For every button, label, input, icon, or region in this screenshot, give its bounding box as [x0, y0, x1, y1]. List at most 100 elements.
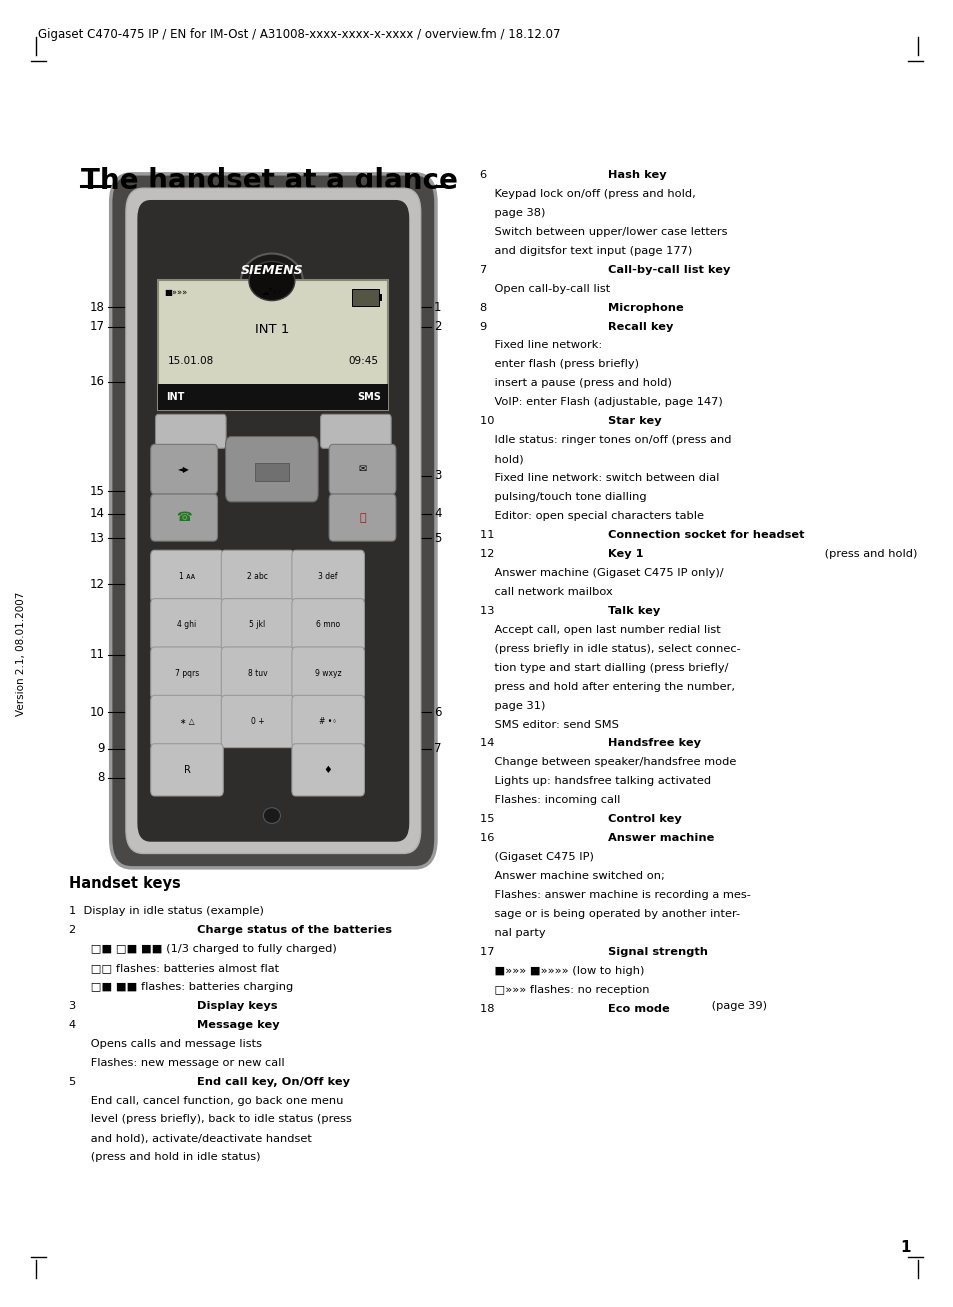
Text: 14: 14 — [479, 738, 497, 749]
Text: 17: 17 — [90, 320, 105, 333]
Text: Keypad lock on/off (press and hold,: Keypad lock on/off (press and hold, — [479, 188, 695, 199]
Text: 8 tuv: 8 tuv — [248, 669, 267, 677]
Text: 4: 4 — [434, 507, 441, 520]
Text: SIEMENS: SIEMENS — [240, 264, 303, 277]
Text: 2: 2 — [69, 925, 83, 935]
FancyBboxPatch shape — [151, 550, 223, 603]
FancyBboxPatch shape — [225, 437, 317, 502]
Text: 15.01.08: 15.01.08 — [168, 356, 213, 366]
FancyBboxPatch shape — [329, 444, 395, 494]
Text: Switch between upper/lower case letters: Switch between upper/lower case letters — [479, 226, 726, 237]
Text: End call key, On/Off key: End call key, On/Off key — [196, 1077, 349, 1086]
Text: Flashes: new message or new call: Flashes: new message or new call — [69, 1057, 284, 1068]
Text: □■ ■■ flashes: batteries charging: □■ ■■ flashes: batteries charging — [69, 982, 293, 992]
FancyBboxPatch shape — [292, 599, 364, 651]
Text: nal party: nal party — [479, 928, 545, 938]
FancyBboxPatch shape — [155, 414, 226, 448]
FancyBboxPatch shape — [292, 550, 364, 603]
Text: ✉: ✉ — [358, 464, 366, 474]
Text: Talk key: Talk key — [607, 605, 659, 616]
FancyBboxPatch shape — [320, 414, 391, 448]
Text: Hash key: Hash key — [607, 170, 666, 180]
Text: Answer machine switched on;: Answer machine switched on; — [479, 870, 664, 881]
Text: 5 jkl: 5 jkl — [249, 621, 266, 629]
FancyBboxPatch shape — [151, 444, 217, 494]
Text: 7 pqrs: 7 pqrs — [174, 669, 199, 677]
Text: 10: 10 — [90, 706, 105, 719]
Text: 8: 8 — [97, 771, 105, 784]
Text: 5: 5 — [69, 1077, 83, 1086]
Text: 11: 11 — [479, 529, 497, 540]
Text: enter flash (press briefly): enter flash (press briefly) — [479, 359, 639, 370]
FancyBboxPatch shape — [151, 599, 223, 651]
Text: Gigaset C470-475 IP / EN for IM-Ost / A31008-xxxx-xxxx-x-xxxx / overview.fm / 18: Gigaset C470-475 IP / EN for IM-Ost / A3… — [38, 29, 560, 41]
Text: 9: 9 — [97, 742, 105, 755]
Text: INT 1: INT 1 — [254, 323, 289, 336]
Bar — [254, 463, 289, 481]
Text: Signal strength: Signal strength — [607, 946, 707, 957]
Text: Version 2.1, 08.01.2007: Version 2.1, 08.01.2007 — [16, 591, 26, 716]
Text: The handset at a glance: The handset at a glance — [81, 167, 457, 195]
Text: VoIP: enter Flash (adjustable, page 147): VoIP: enter Flash (adjustable, page 147) — [479, 397, 721, 408]
Text: Display keys: Display keys — [196, 1001, 276, 1010]
Text: 15: 15 — [90, 485, 105, 498]
Text: Lights up: handsfree talking activated: Lights up: handsfree talking activated — [479, 776, 710, 787]
Text: 10: 10 — [479, 416, 497, 426]
Bar — [158, 280, 388, 410]
Text: 6: 6 — [434, 706, 441, 719]
Text: activated (page 25): activated (page 25) — [948, 1004, 953, 1014]
Ellipse shape — [263, 808, 280, 823]
Text: Connection socket for headset: Connection socket for headset — [607, 529, 803, 540]
Text: 12: 12 — [90, 578, 105, 591]
Text: 5: 5 — [434, 532, 441, 545]
FancyBboxPatch shape — [137, 200, 409, 842]
Text: 3 def: 3 def — [318, 572, 337, 580]
Text: 2 abc: 2 abc — [247, 572, 268, 580]
Text: 09:45: 09:45 — [349, 356, 378, 366]
Text: INT: INT — [166, 392, 184, 403]
Text: 17: 17 — [479, 946, 497, 957]
Bar — [378, 294, 381, 301]
Text: SMS: SMS — [356, 392, 380, 403]
Text: ◄▶: ◄▶ — [178, 465, 190, 473]
Text: and hold), activate/deactivate handset: and hold), activate/deactivate handset — [69, 1133, 312, 1144]
Text: Answer machine: Answer machine — [607, 833, 714, 843]
FancyBboxPatch shape — [221, 550, 294, 603]
Text: 4 ghi: 4 ghi — [177, 621, 196, 629]
Text: 9 wxyz: 9 wxyz — [314, 669, 341, 677]
Text: R: R — [183, 765, 191, 775]
Text: 13: 13 — [479, 605, 497, 616]
Text: 13: 13 — [90, 532, 105, 545]
FancyBboxPatch shape — [292, 695, 364, 748]
Text: Recall key: Recall key — [607, 322, 673, 332]
Text: 16: 16 — [90, 375, 105, 388]
Text: 8: 8 — [479, 302, 494, 312]
Ellipse shape — [240, 254, 302, 308]
Text: (press and hold): (press and hold) — [821, 549, 917, 559]
Text: ☎: ☎ — [176, 511, 192, 524]
Text: Star key: Star key — [607, 416, 660, 426]
Text: 18: 18 — [90, 301, 105, 314]
Text: press and hold after entering the number,: press and hold after entering the number… — [479, 681, 734, 691]
Text: page 38): page 38) — [479, 208, 545, 218]
Text: 4: 4 — [69, 1019, 83, 1030]
Ellipse shape — [249, 261, 294, 301]
Text: 16: 16 — [479, 833, 497, 843]
Text: and digitsfor text input (page 177): and digitsfor text input (page 177) — [479, 246, 691, 256]
Text: sage or is being operated by another inter-: sage or is being operated by another int… — [479, 908, 740, 919]
Text: page 31): page 31) — [479, 701, 545, 711]
Text: tion type and start dialling (press briefly/: tion type and start dialling (press brie… — [479, 663, 727, 673]
FancyBboxPatch shape — [151, 647, 223, 699]
FancyBboxPatch shape — [329, 494, 395, 541]
Text: 1: 1 — [900, 1240, 910, 1255]
Text: 2: 2 — [434, 320, 441, 333]
Text: Call-by-call list key: Call-by-call list key — [607, 264, 729, 274]
Text: 6 mno: 6 mno — [315, 621, 340, 629]
Text: Flashes: answer machine is recording a mes-: Flashes: answer machine is recording a m… — [479, 890, 750, 901]
Text: hold): hold) — [479, 454, 523, 464]
Text: 1 ᴀᴀ: 1 ᴀᴀ — [179, 572, 194, 580]
Text: End call, cancel function, go back one menu: End call, cancel function, go back one m… — [69, 1095, 343, 1106]
FancyBboxPatch shape — [292, 744, 364, 796]
FancyBboxPatch shape — [126, 188, 420, 853]
Text: 1  Display in idle status (example): 1 Display in idle status (example) — [69, 906, 263, 916]
